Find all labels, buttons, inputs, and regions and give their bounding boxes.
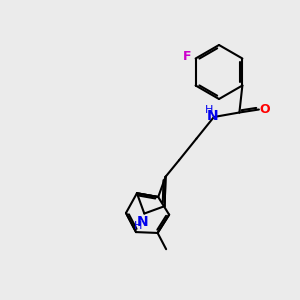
Text: H: H: [134, 221, 142, 231]
Text: F: F: [183, 50, 191, 64]
Text: O: O: [259, 103, 270, 116]
Text: H: H: [205, 105, 213, 116]
Text: N: N: [207, 110, 218, 123]
Text: N: N: [137, 215, 148, 229]
